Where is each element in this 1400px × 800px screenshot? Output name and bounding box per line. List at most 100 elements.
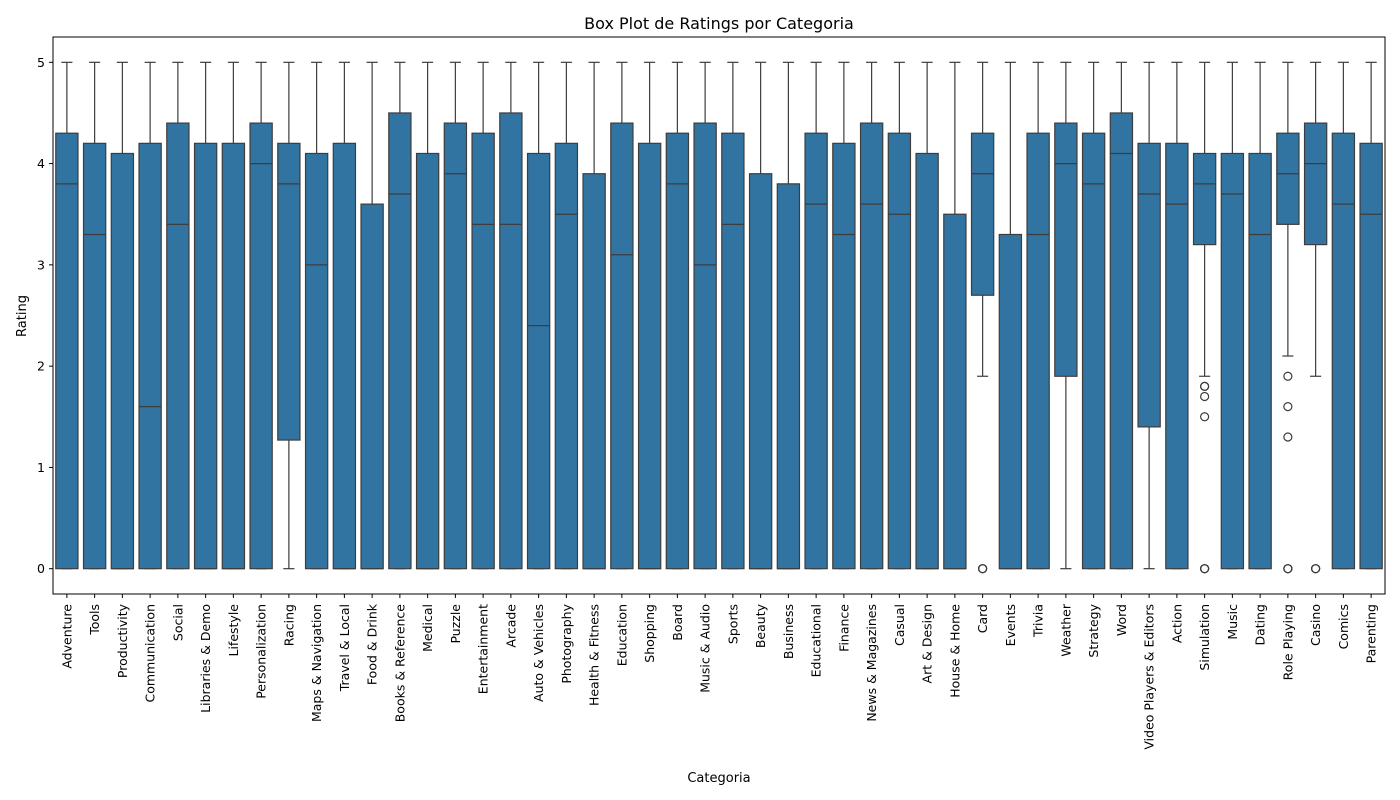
- x-tick-label: Arcade: [503, 604, 518, 648]
- plot-area: [55, 61, 1383, 574]
- box-news-magazines: [859, 61, 884, 570]
- x-tick-label: Video Players & Editors: [1142, 604, 1157, 750]
- x-tick-label: Entertainment: [476, 604, 491, 694]
- box-iqr: [249, 122, 273, 570]
- x-tick-label: Puzzle: [448, 604, 463, 644]
- box-iqr: [82, 142, 107, 570]
- y-tick-label: 3: [37, 257, 45, 272]
- box-libraries-demo: [193, 61, 218, 570]
- box-auto-vehicles: [526, 61, 551, 570]
- x-tick-label: Parenting: [1364, 604, 1379, 663]
- box-iqr: [221, 142, 246, 570]
- outlier-point: [1283, 432, 1293, 442]
- box-weather: [1054, 61, 1078, 570]
- box-iqr: [998, 233, 1023, 570]
- box-music-audio: [693, 61, 717, 570]
- x-tick-label: Social: [170, 604, 185, 641]
- box-iqr: [526, 152, 551, 570]
- box-beauty: [748, 61, 773, 570]
- outlier-point: [1283, 402, 1293, 412]
- x-tick-label: Business: [781, 604, 796, 659]
- outlier-point: [1283, 564, 1293, 574]
- box-iqr: [582, 173, 606, 570]
- box-iqr: [277, 142, 301, 441]
- box-iqr: [748, 173, 773, 570]
- chart-title: Box Plot de Ratings por Categoria: [584, 14, 854, 33]
- x-tick-label: Strategy: [1086, 603, 1101, 657]
- box-iqr: [1276, 132, 1300, 225]
- x-axis: Adventure Tools Productivity Communication S…: [59, 594, 1379, 750]
- box-iqr: [1081, 132, 1106, 570]
- box-iqr: [610, 122, 634, 570]
- x-tick-label: Food & Drink: [365, 603, 380, 685]
- box-iqr: [360, 203, 384, 570]
- outlier-point: [1200, 381, 1210, 391]
- box-iqr: [943, 213, 967, 570]
- x-tick-label: Art & Design: [920, 604, 935, 683]
- box-adventure: [55, 61, 79, 570]
- box-iqr: [1026, 132, 1050, 570]
- x-tick-label: Education: [614, 604, 629, 666]
- box-iqr: [804, 132, 828, 570]
- box-iqr: [471, 132, 495, 570]
- x-tick-label: Simulation: [1197, 604, 1212, 671]
- box-action: [1165, 61, 1189, 570]
- box-sports: [721, 61, 745, 570]
- x-tick-label: Tools: [87, 604, 102, 636]
- box-iqr: [388, 112, 412, 570]
- box-iqr: [138, 142, 162, 570]
- box-trivia: [1026, 61, 1050, 570]
- x-tick-label: Music: [1225, 604, 1240, 640]
- x-tick-label: Photography: [559, 603, 574, 683]
- box-iqr: [1303, 122, 1328, 246]
- x-tick-label: Educational: [809, 604, 824, 677]
- y-tick-label: 0: [37, 561, 45, 576]
- x-tick-label: Sports: [725, 604, 740, 644]
- y-axis: 0 1 2 3 4 5: [37, 55, 53, 576]
- box-iqr: [193, 142, 218, 570]
- x-tick-label: Dating: [1253, 604, 1268, 646]
- box-board: [665, 61, 690, 570]
- outlier-point: [1200, 564, 1210, 574]
- box-iqr: [887, 132, 912, 570]
- box-iqr: [915, 152, 939, 570]
- box-educational: [804, 61, 828, 570]
- x-tick-label: Travel & Local: [337, 604, 352, 692]
- box-books-reference: [388, 61, 412, 570]
- x-tick-label: Beauty: [753, 603, 768, 648]
- box-iqr: [776, 183, 801, 570]
- x-tick-label: Finance: [836, 604, 851, 652]
- box-food-drink: [360, 61, 384, 570]
- box-art-design: [915, 61, 939, 570]
- box-iqr: [1054, 122, 1078, 377]
- x-tick-label: Adventure: [59, 604, 74, 669]
- x-tick-label: Casino: [1308, 604, 1323, 646]
- x-tick-label: Health & Fitness: [587, 604, 602, 706]
- box-racing: [277, 61, 301, 570]
- outlier-point: [1283, 371, 1293, 381]
- box-strategy: [1081, 61, 1106, 570]
- x-tick-label: Music & Audio: [698, 604, 713, 693]
- box-productivity: [110, 61, 135, 570]
- x-tick-label: Libraries & Demo: [198, 604, 213, 713]
- x-tick-label: Shopping: [642, 604, 657, 663]
- box-iqr: [304, 152, 329, 570]
- box-iqr: [443, 122, 468, 570]
- box-health-fitness: [582, 61, 606, 570]
- box-parenting: [1359, 61, 1383, 570]
- x-tick-label: News & Magazines: [864, 604, 879, 722]
- box-video-players-editors: [1137, 61, 1161, 570]
- box-card: [970, 61, 995, 574]
- x-tick-label: Comics: [1336, 604, 1351, 649]
- x-tick-label: Books & Reference: [392, 604, 407, 723]
- box-medical: [415, 61, 440, 570]
- y-tick-label: 2: [37, 359, 45, 374]
- box-iqr: [1165, 142, 1189, 570]
- box-iqr: [859, 122, 884, 570]
- box-travel-local: [332, 61, 357, 570]
- box-dating: [1248, 61, 1272, 570]
- box-business: [776, 61, 801, 570]
- box-iqr: [166, 122, 190, 570]
- x-tick-label: Lifestyle: [226, 604, 241, 657]
